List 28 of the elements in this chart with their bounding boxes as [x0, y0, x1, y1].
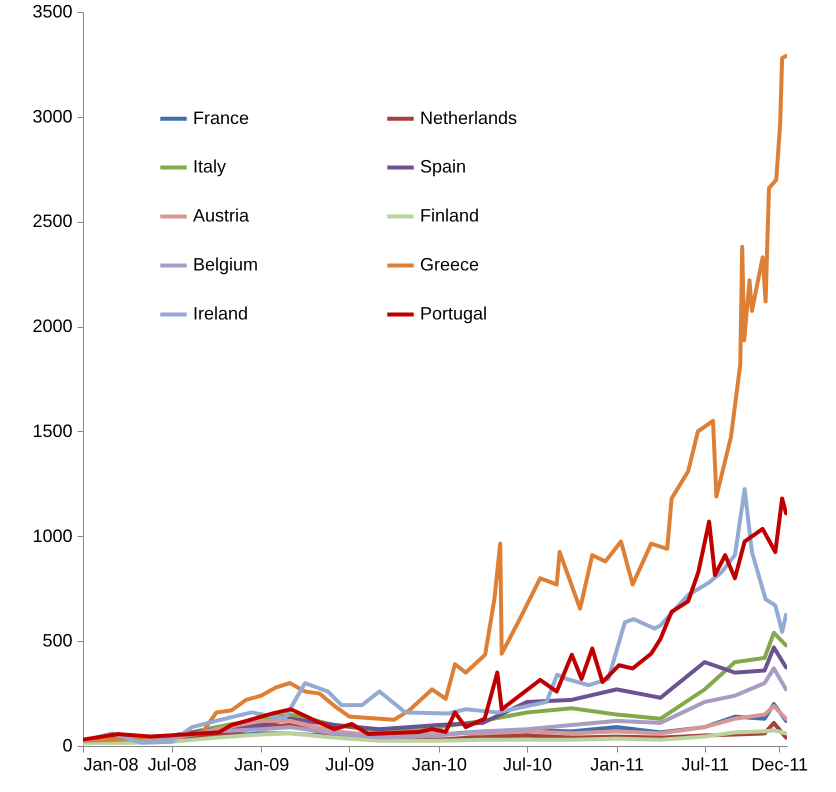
x-tick-label: Jan-09 [234, 754, 290, 774]
y-tick-label: 2000 [32, 316, 72, 336]
legend-label: Austria [193, 206, 250, 226]
y-tick-label: 3500 [32, 2, 72, 22]
y-tick-label: 1500 [32, 420, 72, 441]
legend-label: Finland [420, 206, 480, 226]
legend-label: Ireland [193, 304, 248, 324]
x-tick-label: Jan-08 [84, 754, 139, 774]
y-tick-label: 500 [42, 630, 72, 651]
x-tick-label: Jul-08 [148, 754, 197, 774]
legend-label: France [193, 108, 250, 128]
x-tick-label: Jul-09 [325, 754, 374, 774]
legend-label: Netherlands [420, 108, 518, 128]
y-tick-label: 1000 [32, 526, 72, 546]
y-tick-label: 3000 [32, 106, 72, 126]
x-tick-label: Jul-11 [681, 754, 730, 774]
legend-label: Portugal [420, 304, 488, 324]
legend-label: Belgium [193, 254, 258, 274]
x-tick-label: Jan-10 [412, 754, 467, 774]
x-tick-label: Dec-11 [751, 754, 808, 774]
legend-label: Italy [193, 156, 226, 176]
y-tick-label: 0 [62, 736, 72, 756]
line-series [83, 54, 787, 743]
legend-label: Spain [420, 156, 466, 176]
x-tick-label: Jan-11 [590, 754, 644, 774]
y-tick-label: 2500 [32, 211, 72, 232]
x-tick-label: Jul-10 [503, 754, 552, 774]
legend-label: Greece [420, 254, 480, 274]
